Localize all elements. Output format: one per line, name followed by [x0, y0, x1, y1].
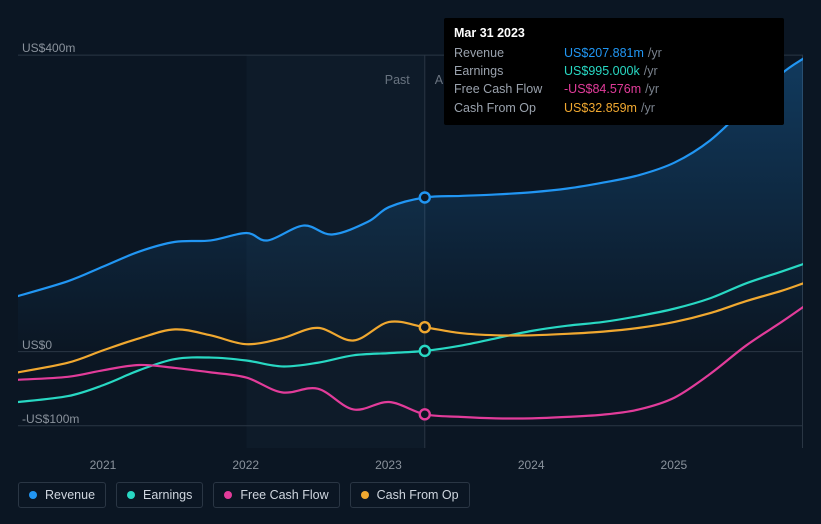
legend-item[interactable]: Free Cash Flow — [213, 482, 339, 508]
tooltip-row-value: US$32.859m/yr — [564, 99, 655, 117]
tooltip-row-label: Free Cash Flow — [454, 80, 554, 98]
legend-item[interactable]: Cash From Op — [350, 482, 470, 508]
legend-dot-icon — [224, 491, 232, 499]
tooltip-row: Earnings US$995.000k/yr — [454, 62, 774, 80]
x-axis-label: 2022 — [232, 458, 259, 472]
tooltip-row-unit: /yr — [648, 46, 662, 60]
x-axis-label: 2023 — [375, 458, 402, 472]
legend-dot-icon — [361, 491, 369, 499]
legend-item[interactable]: Earnings — [116, 482, 203, 508]
tooltip: Mar 31 2023 RevenueUS$207.881m/yrEarning… — [444, 18, 784, 125]
tooltip-row-label: Earnings — [454, 62, 554, 80]
legend-label: Free Cash Flow — [240, 488, 328, 502]
tooltip-row-value: -US$84.576m/yr — [564, 80, 659, 98]
x-axis-label: 2021 — [90, 458, 117, 472]
tooltip-row-unit: /yr — [645, 82, 659, 96]
legend-dot-icon — [127, 491, 135, 499]
x-axis-label: 2024 — [518, 458, 545, 472]
legend-label: Earnings — [143, 488, 192, 502]
tooltip-row-value: US$207.881m/yr — [564, 44, 662, 62]
legend-item[interactable]: Revenue — [18, 482, 106, 508]
tooltip-row: Free Cash Flow -US$84.576m/yr — [454, 80, 774, 98]
tooltip-row-label: Revenue — [454, 44, 554, 62]
chart-container: Mar 31 2023 RevenueUS$207.881m/yrEarning… — [18, 18, 803, 508]
legend-label: Cash From Op — [377, 488, 459, 502]
tooltip-row: Cash From Op US$32.859m/yr — [454, 99, 774, 117]
tooltip-row-label: Cash From Op — [454, 99, 554, 117]
x-axis-label: 2025 — [661, 458, 688, 472]
tooltip-row-value: US$995.000k/yr — [564, 62, 658, 80]
tooltip-row: Revenue US$207.881m/yr — [454, 44, 774, 62]
tooltip-row-unit: /yr — [641, 101, 655, 115]
legend: Revenue Earnings Free Cash Flow Cash From O… — [18, 482, 470, 508]
legend-dot-icon — [29, 491, 37, 499]
tooltip-row-unit: /yr — [644, 64, 658, 78]
tooltip-date: Mar 31 2023 — [454, 24, 774, 42]
legend-label: Revenue — [45, 488, 95, 502]
